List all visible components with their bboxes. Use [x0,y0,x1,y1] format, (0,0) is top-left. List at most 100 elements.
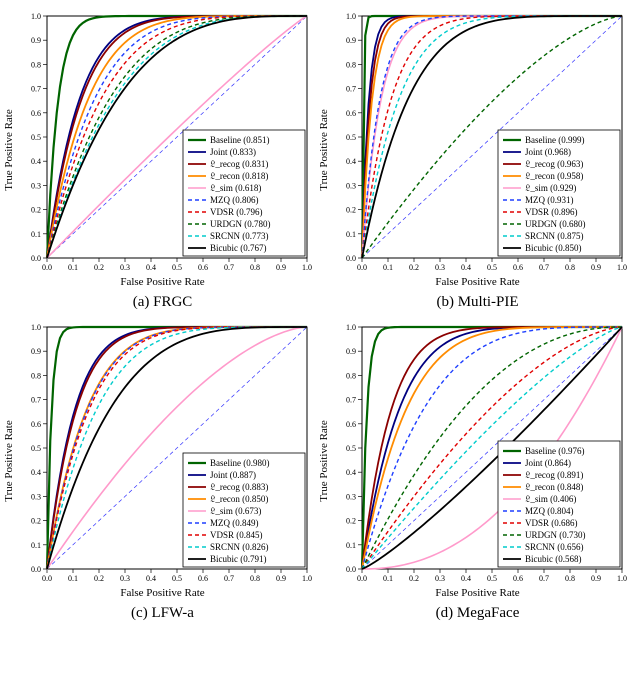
caption-multipie: (b) Multi-PIE [436,294,518,311]
svg-text:0.1: 0.1 [31,541,41,550]
legend-entry: VDSR (0.845) [210,530,263,540]
svg-text:0.1: 0.1 [68,263,78,272]
svg-text:0.0: 0.0 [42,574,52,583]
svg-text:0.5: 0.5 [487,263,497,272]
svg-text:0.5: 0.5 [346,133,356,142]
svg-text:0.4: 0.4 [31,157,41,166]
svg-text:0.5: 0.5 [172,574,182,583]
svg-text:0.3: 0.3 [120,574,130,583]
svg-text:0.4: 0.4 [146,574,156,583]
svg-text:0.3: 0.3 [120,263,130,272]
svg-text:0.1: 0.1 [346,541,356,550]
ylabel: True Positive Rate [318,109,330,191]
svg-text:0.8: 0.8 [565,574,575,583]
xlabel: False Positive Rate [435,276,519,288]
legend-entry: Baseline (0.999) [525,135,584,145]
roc-chart-frgc: 0.00.00.10.10.20.20.30.30.40.40.50.50.60… [13,10,313,290]
xlabel: False Positive Rate [435,587,519,599]
svg-text:0.7: 0.7 [539,263,549,272]
svg-text:0.8: 0.8 [250,263,260,272]
svg-text:0.7: 0.7 [539,574,549,583]
svg-text:0.8: 0.8 [31,60,41,69]
svg-text:0.5: 0.5 [172,263,182,272]
svg-text:0.5: 0.5 [31,444,41,453]
legend-entry: MZQ (0.806) [210,195,259,205]
svg-text:0.8: 0.8 [250,574,260,583]
legend-entry: URDGN (0.730) [525,530,586,540]
svg-text:0.4: 0.4 [461,574,471,583]
legend-entry: Joint (0.833) [210,147,256,157]
svg-text:0.3: 0.3 [346,181,356,190]
svg-text:0.4: 0.4 [346,468,356,477]
legend-entry: MZQ (0.931) [525,195,574,205]
caption-lfwa: (c) LFW-a [131,605,194,622]
svg-text:1.0: 1.0 [31,323,41,332]
legend-entry: Joint (0.864) [525,458,571,468]
legend-entry: Bicubic (0.767) [210,243,267,253]
svg-text:0.4: 0.4 [346,157,356,166]
svg-text:0.1: 0.1 [31,230,41,239]
svg-text:0.6: 0.6 [198,574,208,583]
svg-text:0.7: 0.7 [224,574,234,583]
svg-text:0.4: 0.4 [461,263,471,272]
legend-entry: VDSR (0.896) [525,207,578,217]
svg-text:0.1: 0.1 [383,574,393,583]
legend-entry: MZQ (0.804) [525,506,574,516]
svg-text:0.5: 0.5 [31,133,41,142]
chart-area-megaface: 0.00.00.10.10.20.20.30.30.40.40.50.50.60… [328,321,628,601]
svg-text:0.7: 0.7 [346,396,356,405]
legend-entry: 𝔏_recog (0.883) [210,482,268,492]
chart-area-multipie: 0.00.00.10.10.20.20.30.30.40.40.50.50.60… [328,10,628,290]
svg-text:0.6: 0.6 [198,263,208,272]
legend-entry: Bicubic (0.568) [525,554,582,564]
svg-text:0.9: 0.9 [276,574,286,583]
legend-entry: Baseline (0.976) [525,446,584,456]
panel-frgc: 0.00.00.10.10.20.20.30.30.40.40.50.50.60… [10,10,315,311]
ylabel: True Positive Rate [3,420,15,502]
legend-frgc: Baseline (0.851)Joint (0.833)𝔏_recog (0.… [183,130,305,256]
svg-text:0.1: 0.1 [383,263,393,272]
svg-text:0.0: 0.0 [31,254,41,263]
legend-entry: 𝔏_recog (0.963) [525,159,583,169]
svg-text:0.6: 0.6 [513,574,523,583]
svg-text:0.2: 0.2 [94,263,104,272]
svg-text:0.9: 0.9 [591,263,601,272]
legend-entry: SRCNN (0.826) [210,542,269,552]
svg-text:0.0: 0.0 [31,565,41,574]
svg-text:0.8: 0.8 [565,263,575,272]
svg-text:0.8: 0.8 [346,371,356,380]
svg-text:0.2: 0.2 [409,263,419,272]
chart-area-lfwa: 0.00.00.10.10.20.20.30.30.40.40.50.50.60… [13,321,313,601]
svg-text:0.3: 0.3 [31,181,41,190]
legend-megaface: Baseline (0.976) Joint (0.864) 𝔏_recog (0.… [498,441,620,567]
svg-text:0.6: 0.6 [31,109,41,118]
svg-text:0.5: 0.5 [487,574,497,583]
svg-text:0.9: 0.9 [31,347,41,356]
svg-text:0.9: 0.9 [346,347,356,356]
legend-entry: SRCNN (0.875) [525,231,584,241]
svg-text:0.9: 0.9 [591,574,601,583]
svg-text:0.3: 0.3 [435,263,445,272]
legend-entry: URDGN (0.780) [210,219,271,229]
panel-lfwa: 0.00.00.10.10.20.20.30.30.40.40.50.50.60… [10,321,315,622]
legend-entry: 𝔏_sim (0.406) [525,494,576,504]
svg-text:0.2: 0.2 [346,517,356,526]
svg-text:1.0: 1.0 [617,574,627,583]
svg-text:0.2: 0.2 [31,517,41,526]
legend-entry: 𝔏_sim (0.673) [210,506,261,516]
svg-text:0.4: 0.4 [146,263,156,272]
svg-text:0.0: 0.0 [346,254,356,263]
svg-text:1.0: 1.0 [346,12,356,21]
svg-text:0.7: 0.7 [31,85,41,94]
legend-entry: 𝔏_sim (0.929) [525,183,576,193]
legend-entry: 𝔏_sim (0.618) [210,183,261,193]
svg-text:0.0: 0.0 [346,565,356,574]
legend-entry: 𝔏_recog (0.891) [525,470,583,480]
svg-text:0.1: 0.1 [346,230,356,239]
xlabel: False Positive Rate [120,587,204,599]
chart-area-frgc: 0.00.00.10.10.20.20.30.30.40.40.50.50.60… [13,10,313,290]
svg-text:0.3: 0.3 [435,574,445,583]
caption-frgc: (a) FRGC [133,294,193,311]
svg-text:0.2: 0.2 [346,206,356,215]
svg-text:1.0: 1.0 [617,263,627,272]
